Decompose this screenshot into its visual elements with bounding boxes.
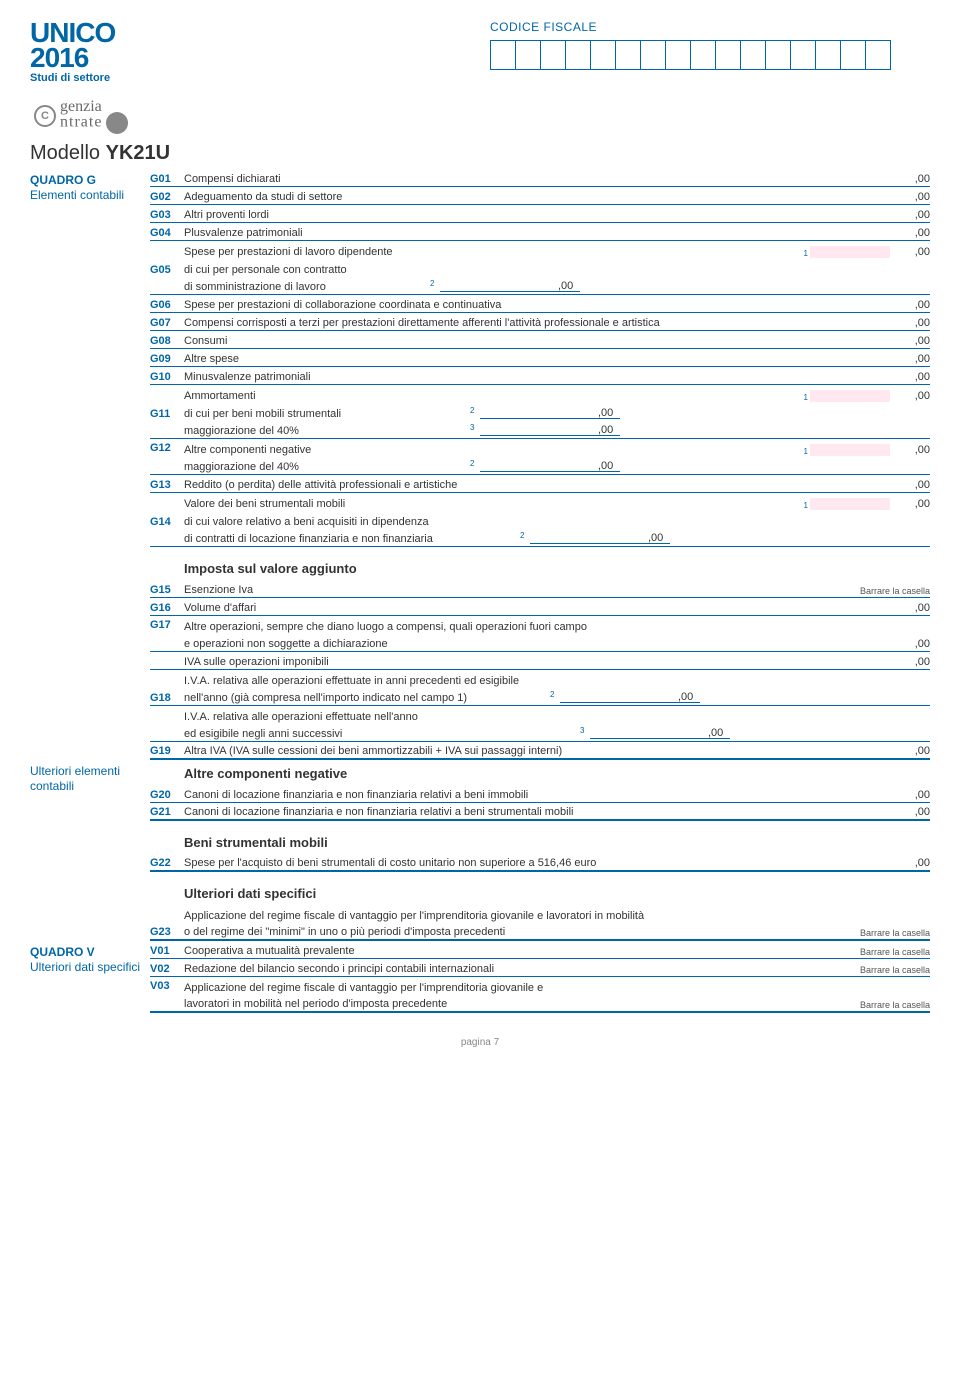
row-g05c: di somministrazione di lavoro 2 ,00	[150, 277, 930, 295]
row-g03: G03Altri proventi lordi,00	[150, 205, 930, 223]
model-title: Modello YK21U	[30, 142, 930, 165]
brand-studi: Studi di settore	[30, 72, 150, 84]
page-footer: pagina 7	[30, 1037, 930, 1048]
row-g17b: e operazioni non soggette a dichiarazion…	[150, 634, 930, 652]
row-g02: G02Adeguamento da studi di settore,00	[150, 187, 930, 205]
row-g14b: G14di cui valore relativo a beni acquisi…	[150, 511, 930, 529]
row-g19: G19Altra IVA (IVA sulle cessioni dei ben…	[150, 742, 930, 760]
emblem-icon	[106, 112, 128, 134]
row-g20: G20Canoni di locazione finanziaria e non…	[150, 785, 930, 803]
row-g21: G21Canoni di locazione finanziaria e non…	[150, 803, 930, 821]
row-g01: G01Compensi dichiarati,00	[150, 169, 930, 187]
row-g11a: Ammortamenti1,00	[150, 385, 930, 403]
row-g11c: maggiorazione del 40% 3 ,00	[150, 421, 930, 439]
row-g07: G07Compensi corrisposti a terzi per pres…	[150, 313, 930, 331]
row-g12a: G12Altre componenti negative1,00	[150, 439, 930, 457]
row-v03b: lavoratori in mobilità nel periodo d'imp…	[150, 995, 930, 1013]
row-g17a: G17Altre operazioni, sempre che diano lu…	[150, 616, 930, 634]
section-altre-neg: Altre componenti negative	[150, 760, 930, 785]
brand-year: 2016	[30, 45, 150, 70]
row-g23b: G23o del regime dei "minimi" in uno o pi…	[150, 923, 930, 941]
row-g08: G08Consumi,00	[150, 331, 930, 349]
agenzia-line2: ntrate	[60, 114, 102, 131]
row-g12b: maggiorazione del 40% 2 ,00	[150, 457, 930, 475]
row-g15: G15Esenzione IvaBarrare la casella	[150, 580, 930, 598]
row-v01: V01Cooperativa a mutualità prevalenteBar…	[150, 941, 930, 959]
codice-fiscale-boxes	[490, 40, 891, 70]
row-g22: G22Spese per l'acquisto di beni strument…	[150, 854, 930, 872]
row-v02: V02Redazione del bilancio secondo i prin…	[150, 959, 930, 977]
row-g18c: I.V.A. relativa alle operazioni effettua…	[150, 706, 930, 724]
section-beni: Beni strumentali mobili	[150, 821, 930, 854]
row-g05b: G05di cui per personale con contratto	[150, 259, 930, 277]
row-g14c: di contratti di locazione finanziaria e …	[150, 529, 930, 547]
row-g05a: Spese per prestazioni di lavoro dipenden…	[150, 241, 930, 259]
quadro-g-title: QUADRO G Elementi contabili	[30, 173, 142, 202]
row-g14a: Valore dei beni strumentali mobili1,00	[150, 493, 930, 511]
quadro-v-title: QUADRO V Ulteriori dati specifici	[30, 945, 142, 974]
ulteriori-elementi-title: Ulteriori elementi contabili	[30, 764, 142, 793]
row-g10: G10Minusvalenze patrimoniali,00	[150, 367, 930, 385]
section-iva: Imposta sul valore aggiunto	[150, 547, 930, 580]
logo-block: UNICO 2016 Studi di settore	[30, 20, 150, 84]
row-g13: G13Reddito (o perdita) delle attività pr…	[150, 475, 930, 493]
row-g16: G16Volume d'affari,00	[150, 598, 930, 616]
row-v03a: V03Applicazione del regime fiscale di va…	[150, 977, 930, 995]
row-g09: G09Altre spese,00	[150, 349, 930, 367]
codice-fiscale-area: CODICE FISCALE	[490, 20, 891, 70]
row-g04: G04Plusvalenze patrimoniali,00	[150, 223, 930, 241]
row-g23a: Applicazione del regime fiscale di vanta…	[150, 905, 930, 923]
row-g11b: G11di cui per beni mobili strumentali 2 …	[150, 403, 930, 421]
row-g18b: G18nell'anno (già compresa nell'importo …	[150, 688, 930, 706]
codice-fiscale-label: CODICE FISCALE	[490, 20, 891, 34]
row-g06: G06Spese per prestazioni di collaborazio…	[150, 295, 930, 313]
row-g18a: I.V.A. relativa alle operazioni effettua…	[150, 670, 930, 688]
section-ult: Ulteriori dati specifici	[150, 872, 930, 905]
row-g17c: IVA sulle operazioni imponibili,00	[150, 652, 930, 670]
row-g18d: ed esigibile negli anni successivi 3 ,00	[150, 724, 930, 742]
agenzia-entrate-logo: C genzia ntrate Modello YK21U	[30, 98, 930, 165]
